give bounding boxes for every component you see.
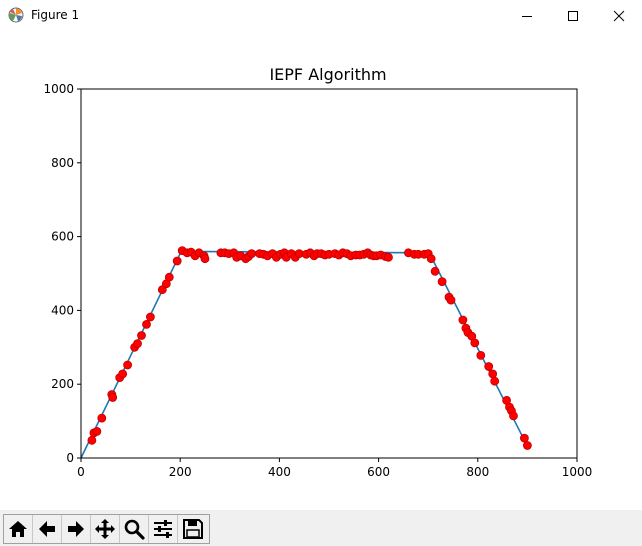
back-button[interactable] xyxy=(33,515,62,543)
data-point xyxy=(108,393,118,402)
data-point xyxy=(446,295,456,305)
floppy-disk-icon xyxy=(182,519,203,539)
matplotlib-logo-icon xyxy=(8,7,24,23)
y-tick-label: 400 xyxy=(51,303,74,317)
data-point xyxy=(87,435,97,445)
fit-line xyxy=(80,250,529,459)
toolbar-buttons xyxy=(3,514,210,544)
data-point xyxy=(172,256,182,266)
data-point xyxy=(520,433,529,443)
y-tick-label: 800 xyxy=(51,156,74,170)
scatter-chart: IEPF Algorithm 0 200 400 600 800 1000 0 200 400 6… xyxy=(43,65,592,479)
x-tick-label: 200 xyxy=(169,465,192,479)
minimize-button[interactable] xyxy=(504,0,550,31)
sliders-icon xyxy=(154,520,172,538)
data-point xyxy=(164,272,174,282)
maximize-button[interactable] xyxy=(550,0,596,31)
close-button[interactable] xyxy=(596,0,642,31)
x-tick-label: 0 xyxy=(77,465,85,479)
data-point xyxy=(426,254,436,264)
y-tick-label: 600 xyxy=(51,230,74,244)
data-point xyxy=(509,411,518,421)
maximize-icon xyxy=(568,10,578,21)
figure-canvas[interactable]: IEPF Algorithm 0 200 400 600 800 1000 0 200 400 6… xyxy=(0,31,642,510)
x-tick-label: 800 xyxy=(466,465,489,479)
data-point xyxy=(384,252,393,262)
save-button[interactable] xyxy=(178,515,207,543)
fit-line-series xyxy=(80,250,529,459)
y-tick-label: 0 xyxy=(66,451,74,465)
arrow-right-icon xyxy=(68,521,84,537)
minimize-icon xyxy=(522,15,532,17)
forward-button[interactable] xyxy=(62,515,91,543)
data-point xyxy=(145,312,155,322)
data-point xyxy=(118,369,128,379)
zoom-button[interactable] xyxy=(120,515,149,543)
y-tick-label: 1000 xyxy=(43,82,74,96)
x-tick-label: 400 xyxy=(268,465,291,479)
title-bar: Figure 1 xyxy=(0,0,642,32)
subplots-button[interactable] xyxy=(149,515,178,543)
navigation-toolbar xyxy=(0,510,642,546)
axes-frame xyxy=(80,88,578,459)
window-title: Figure 1 xyxy=(31,8,80,22)
data-point xyxy=(458,315,468,325)
x-tick-label: 600 xyxy=(367,465,390,479)
axis-ticks: 0 200 400 600 800 1000 0 200 400 600 800 1000 xyxy=(43,82,592,479)
close-icon xyxy=(613,10,625,21)
y-tick-label: 200 xyxy=(51,377,74,391)
data-point xyxy=(476,350,486,360)
magnifier-icon xyxy=(124,519,145,540)
arrow-left-icon xyxy=(39,521,55,537)
data-point xyxy=(484,362,494,371)
points-series xyxy=(87,246,532,450)
data-point xyxy=(523,441,532,450)
data-point xyxy=(97,413,107,423)
data-point xyxy=(470,338,480,348)
data-point xyxy=(430,266,440,276)
data-point xyxy=(133,339,142,349)
data-point xyxy=(137,331,146,340)
chart-title: IEPF Algorithm xyxy=(269,65,386,84)
x-tick-label: 1000 xyxy=(562,465,593,479)
data-point xyxy=(490,376,500,386)
data-point xyxy=(200,254,210,264)
move-icon xyxy=(95,519,115,539)
data-point xyxy=(123,360,132,370)
home-icon xyxy=(9,521,27,537)
data-point xyxy=(437,277,447,287)
data-point xyxy=(92,426,102,436)
data-point xyxy=(488,369,498,379)
data-point xyxy=(142,319,151,329)
home-button[interactable] xyxy=(4,515,33,543)
data-point xyxy=(247,249,257,259)
pan-button[interactable] xyxy=(91,515,120,543)
